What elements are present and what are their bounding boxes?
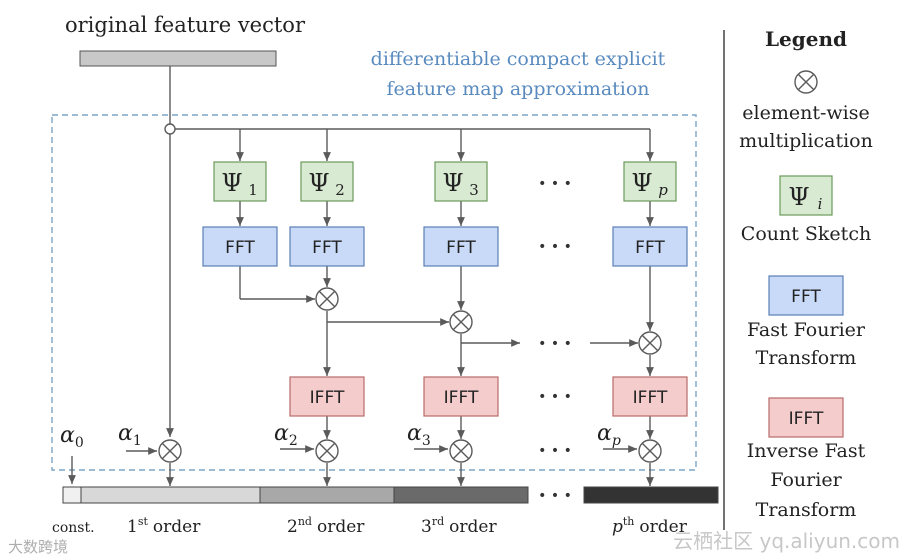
legend-ifft-line2: Fourier	[770, 469, 842, 491]
multiply-icon	[315, 439, 339, 463]
svg-text:2: 2	[335, 181, 345, 199]
ellipsis: • • •	[538, 389, 572, 405]
svg-text:FFT: FFT	[635, 238, 665, 258]
svg-text:IFFT: IFFT	[444, 388, 479, 408]
svg-text:IFFT: IFFT	[789, 409, 824, 429]
legend-ifft-line1: Inverse Fast	[747, 440, 866, 462]
svg-text:Ψ: Ψ	[788, 183, 809, 211]
alpha-1: α1	[118, 421, 142, 449]
legend-count-sketch-swatch: Ψ i	[779, 175, 833, 216]
svg-text:IFFT: IFFT	[633, 388, 668, 408]
ellipsis: • • •	[538, 443, 572, 459]
count-sketch-2: Ψ 2	[300, 161, 354, 202]
legend-fft-swatch: FFT	[768, 275, 844, 316]
svg-text:FFT: FFT	[791, 287, 821, 307]
legend-mult-line1: element-wise	[742, 102, 869, 124]
ifft-row: IFFT IFFT IFFT	[289, 376, 688, 417]
multiply-icon	[158, 439, 182, 463]
input-label: original feature vector	[65, 13, 306, 37]
watermark-left: 大数跨境	[8, 538, 68, 556]
ellipsis: • • •	[538, 336, 572, 352]
region-title-line2: feature map approximation	[386, 78, 649, 100]
legend-title: Legend	[765, 27, 847, 51]
output-bar	[62, 486, 719, 504]
watermark-right: 云栖社区 yq.aliyun.com	[673, 529, 900, 553]
svg-text:3: 3	[469, 181, 479, 199]
junction-node	[164, 123, 176, 135]
order-p-label: pth order	[612, 515, 688, 537]
legend: Legend element-wise multiplication Ψ i C…	[739, 27, 873, 521]
multiply-icon	[449, 439, 473, 463]
svg-text:IFFT: IFFT	[310, 388, 345, 408]
multiply-icon	[315, 287, 339, 311]
legend-fft-line1: Fast Fourier	[747, 319, 866, 341]
ellipsis: • • •	[538, 488, 572, 504]
ellipsis-group: • • • • • • • • • • • • • • • • • •	[538, 176, 572, 504]
svg-text:Ψ: Ψ	[308, 169, 329, 197]
input-feature-vector	[79, 50, 277, 67]
multiply-icon	[449, 310, 473, 334]
multiply-icon	[638, 439, 662, 463]
fft-box-2: FFT	[289, 226, 365, 267]
output-order2-segment	[259, 486, 395, 504]
legend-ifft-swatch: IFFT	[768, 397, 844, 438]
svg-text:1: 1	[248, 181, 258, 199]
svg-text:FFT: FFT	[446, 238, 476, 258]
svg-text:p: p	[658, 181, 668, 199]
legend-fft-line2: Transform	[756, 347, 857, 369]
fft-box-p: FFT	[612, 226, 688, 267]
count-sketch-3: Ψ 3	[434, 161, 488, 202]
alpha-0: α0	[60, 423, 84, 451]
alpha-2: α2	[274, 421, 298, 449]
ifft-box-3: IFFT	[423, 376, 499, 417]
output-order3-segment	[393, 486, 529, 504]
legend-ifft-line3: Transform	[756, 499, 857, 521]
approximation-region	[51, 114, 697, 471]
fft-box-3: FFT	[423, 226, 499, 267]
ellipsis: • • •	[538, 176, 572, 192]
count-sketch-row: Ψ 1 Ψ 2 Ψ 3 Ψ p	[213, 161, 677, 202]
multiply-nodes	[158, 287, 662, 463]
region-title-line1: differentiable compact explicit	[371, 48, 666, 70]
order-labels: const. 1st order 2nd order 3rd order pth ord…	[52, 515, 688, 537]
output-order1-segment	[80, 486, 261, 504]
ifft-box-p: IFFT	[612, 376, 688, 417]
fft-row: FFT FFT FFT FFT	[202, 226, 688, 267]
legend-mult-line2: multiplication	[739, 130, 873, 152]
ellipsis: • • •	[538, 239, 572, 255]
multiply-icon	[638, 331, 662, 355]
connectors	[68, 66, 654, 486]
ifft-box-2: IFFT	[289, 376, 365, 417]
alpha-labels: α0 α1 α2 α3 αp	[60, 421, 621, 451]
order-1-label: 1st order	[127, 515, 201, 537]
const-label: const.	[52, 520, 95, 536]
multiply-legend-icon	[794, 70, 818, 94]
svg-text:Ψ: Ψ	[221, 169, 242, 197]
svg-text:Ψ: Ψ	[631, 169, 652, 197]
output-const-segment	[62, 486, 82, 504]
svg-text:Ψ: Ψ	[442, 169, 463, 197]
legend-count-sketch-caption: Count Sketch	[741, 223, 871, 245]
svg-text:FFT: FFT	[312, 238, 342, 258]
order-3-label: 3rd order	[421, 515, 497, 537]
count-sketch-p: Ψ p	[623, 161, 677, 202]
alpha-3: α3	[407, 421, 431, 449]
order-2-label: 2nd order	[287, 515, 365, 537]
count-sketch-1: Ψ 1	[213, 161, 267, 202]
svg-text:i: i	[818, 195, 823, 213]
output-orderp-segment	[583, 486, 719, 504]
alpha-p: αp	[597, 421, 621, 449]
svg-text:FFT: FFT	[225, 238, 255, 258]
fft-box-1: FFT	[202, 226, 278, 267]
